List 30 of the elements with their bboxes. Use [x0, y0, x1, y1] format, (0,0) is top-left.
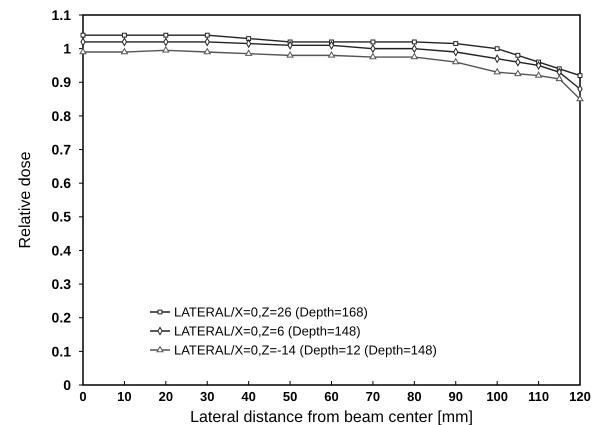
x-tick-label: 20 — [158, 389, 174, 404]
y-tick-label: 0.3 — [52, 276, 72, 292]
x-tick-label: 10 — [117, 389, 132, 404]
x-tick-label: 30 — [200, 389, 214, 404]
y-axis-title: Relative dose — [17, 151, 34, 248]
y-tick-label: 0.7 — [52, 141, 72, 158]
y-tick-label: 0.5 — [52, 208, 72, 225]
y-tick-label: 0.6 — [52, 175, 72, 192]
x-tick-label: 70 — [366, 389, 380, 404]
x-tick-label: 120 — [569, 389, 591, 404]
legend-label: LATERAL/X=0,Z=26 (Depth=168) — [174, 304, 368, 320]
y-tick-label: 0.2 — [52, 310, 72, 326]
x-tick-label: 60 — [324, 389, 339, 404]
x-tick-label: 0 — [79, 389, 87, 404]
x-tick-label: 100 — [486, 389, 508, 404]
x-axis-title: Lateral distance from beam center [mm] — [190, 409, 473, 425]
y-tick-label: 0 — [63, 376, 72, 393]
y-tick-label: 0.1 — [52, 343, 72, 360]
y-tick-label: 0.9 — [52, 74, 72, 90]
x-tick-label: 80 — [407, 389, 422, 404]
x-tick-label: 40 — [241, 389, 256, 404]
x-tick-label: 90 — [448, 389, 463, 404]
y-tick-label: 0.8 — [52, 108, 72, 124]
x-tick-label: 50 — [282, 389, 298, 404]
x-tick-label: 110 — [528, 389, 550, 404]
legend-label: LATERAL/X=0,Z=6 (Depth=148) — [174, 324, 361, 339]
y-tick-label: 1 — [63, 40, 72, 57]
y-tick-label: 1.1 — [52, 6, 72, 23]
y-tick-label: 0.4 — [52, 242, 72, 258]
legend-label: LATERAL/X=0,Z=-14 (Depth=12 (Depth=148) — [174, 342, 437, 358]
